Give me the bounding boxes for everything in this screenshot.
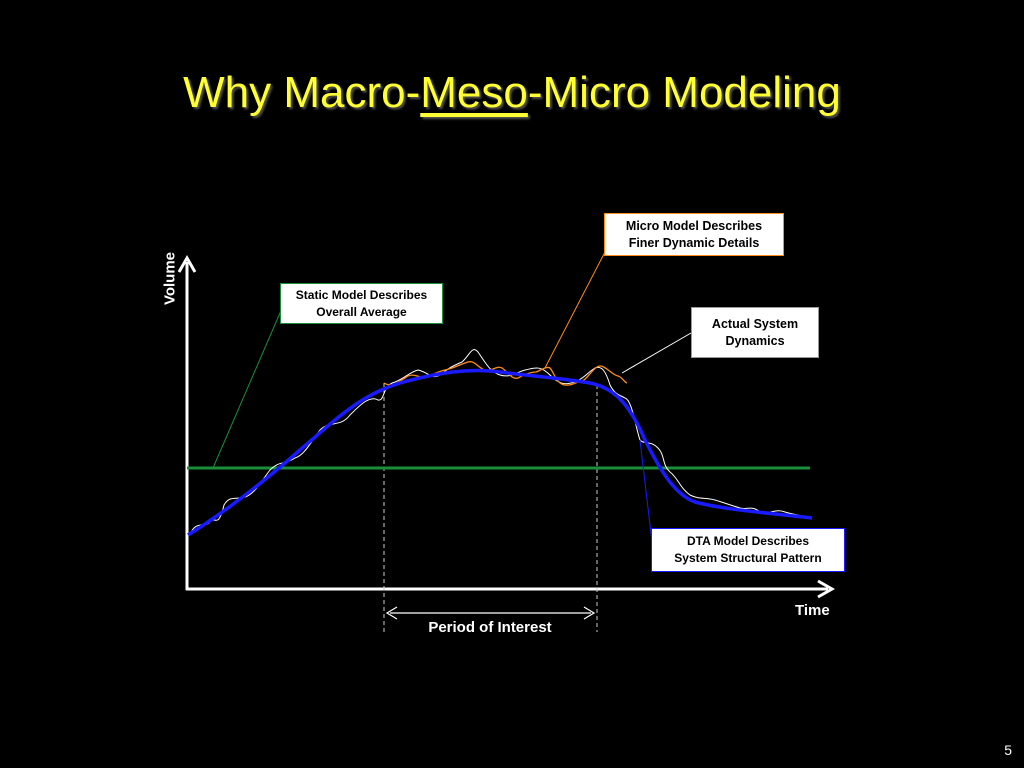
x-axis-label: Time <box>795 602 830 619</box>
dta-model-callout-text: DTA Model Describes System Structural Pa… <box>674 534 822 565</box>
period-arrow-right-head <box>583 606 596 620</box>
actual-dynamics-callout: Actual System Dynamics <box>691 307 819 358</box>
actual-leader-line <box>621 332 692 374</box>
micro-model-callout-text: Micro Model Describes Finer Dynamic Deta… <box>625 218 763 250</box>
actual-dynamics-callout-text: Actual System Dynamics <box>711 316 799 348</box>
title-part-3: -Micro Modeling <box>527 68 841 117</box>
static-leader-line <box>212 305 284 469</box>
y-axis-arrow <box>177 254 197 273</box>
micro-model-callout: Micro Model Describes Finer Dynamic Deta… <box>604 213 784 256</box>
period-arrow-left-head <box>385 606 398 620</box>
page-number: 5 <box>1004 742 1012 758</box>
micro-leader-line <box>544 249 607 369</box>
static-model-callout: Static Model Describes Overall Average <box>280 283 443 324</box>
period-of-interest-label: Period of Interest <box>428 619 552 636</box>
dta-leader-line <box>639 439 653 543</box>
title-part-1: Why Macro- <box>183 68 421 117</box>
slide-title: Why Macro-Meso-Micro Modeling <box>0 68 1024 118</box>
x-axis-arrow <box>817 579 836 599</box>
title-part-meso: Meso <box>420 68 528 117</box>
dta-model-curve <box>187 368 813 537</box>
dta-model-callout: DTA Model Describes System Structural Pa… <box>651 528 845 572</box>
static-model-callout-text: Static Model Describes Overall Average <box>295 287 428 319</box>
y-axis-label: Volume <box>161 251 179 306</box>
